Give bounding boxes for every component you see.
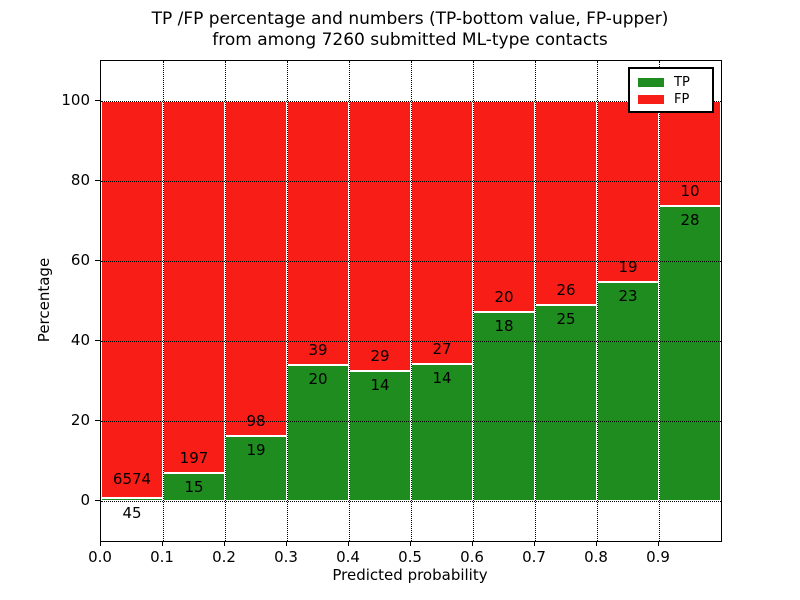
tp-value-label: 25 [556,309,576,328]
tp-value-label: 14 [432,369,452,388]
fp-value-label: 10 [680,182,700,201]
tp-value-label: 14 [370,375,390,394]
bars-layer [101,61,721,541]
fp-value-label: 29 [370,346,390,365]
x-tick-mark [348,541,349,546]
fp-value-label: 39 [308,341,328,360]
x-tick-label: 0.0 [88,548,112,566]
legend-label: TP [674,75,690,90]
tp-bar-segment [349,370,411,501]
y-tick-label: 60 [70,251,90,269]
v-gridline [411,61,412,541]
tp-value-label: 20 [308,370,328,389]
tp-bar-segment [287,365,349,501]
v-gridline [535,61,536,541]
y-tick-mark [95,100,100,101]
chart-title-line1: TP /FP percentage and numbers (TP-bottom… [151,9,669,29]
fp-value-label: 20 [494,287,514,306]
fp-bar-segment [287,101,349,366]
x-tick-mark [472,541,473,546]
fp-bar-segment [597,101,659,282]
fp-value-label: 26 [556,280,576,299]
x-tick-mark [658,541,659,546]
bar-labels-layer: 6574 45 197 15 98 19 39 20 29 14 27 14 20 18 26 25 19 23 1… [101,61,721,541]
tp-bar-segment [597,281,659,501]
legend: TP FP [628,67,714,113]
y-tick-label: 80 [70,171,90,189]
y-tick-label: 40 [70,331,90,349]
chart-title-line2: from among 7260 submitted ML-type contac… [212,30,608,50]
y-tick-label: 0 [80,491,90,509]
x-tick-mark [100,541,101,546]
fp-value-label: 197 [179,448,209,467]
chart-title: TP /FP percentage and numbers (TP-bottom… [100,9,720,51]
fp-bar-segment [163,101,225,473]
v-gridline [597,61,598,541]
tp-bar-segment [659,206,721,501]
v-gridline [225,61,226,541]
legend-label: FP [674,92,690,107]
x-tick-mark [534,541,535,546]
x-tick-label: 0.5 [398,548,422,566]
fp-bar-segment [659,101,721,207]
fp-value-label: 6574 [112,470,152,489]
x-tick-mark [286,541,287,546]
x-tick-label: 0.6 [460,548,484,566]
legend-row: TP [638,74,704,91]
plot-area: 6574 45 197 15 98 19 39 20 29 14 27 14 20 18 26 25 19 23 1… [100,60,722,542]
tp-bar-segment [535,304,597,501]
tp-value-label: 23 [618,286,638,305]
fp-bar-segment [411,101,473,365]
tp-value-label: 19 [246,441,266,460]
y-tick-mark [95,500,100,501]
x-tick-label: 0.1 [150,548,174,566]
legend-row: FP [638,91,704,108]
x-tick-label: 0.7 [522,548,546,566]
fp-bar-segment [535,101,597,305]
x-tick-mark [162,541,163,546]
legend-swatch-tp [638,78,664,87]
fp-value-label: 27 [432,340,452,359]
x-tick-mark [410,541,411,546]
x-tick-label: 0.9 [646,548,670,566]
fp-value-label: 98 [246,412,266,431]
y-tick-mark [95,340,100,341]
y-tick-label: 100 [61,91,90,109]
v-gridline [659,61,660,541]
legend-swatch-fp [638,95,664,104]
v-gridline [473,61,474,541]
v-gridline [349,61,350,541]
fp-bar-segment [101,101,163,499]
x-axis-label: Predicted probability [332,566,488,584]
x-tick-label: 0.4 [336,548,360,566]
fp-bar-segment [473,101,535,312]
tp-value-label: 28 [680,211,700,230]
tp-bar-segment [101,498,163,501]
tp-value-label: 18 [494,316,514,335]
x-tick-mark [596,541,597,546]
tp-value-label: 15 [184,477,204,496]
y-tick-label: 20 [70,411,90,429]
tp-bar-segment [225,436,287,501]
x-tick-label: 0.3 [274,548,298,566]
y-tick-mark [95,420,100,421]
x-tick-label: 0.2 [212,548,236,566]
y-tick-mark [95,260,100,261]
fp-value-label: 19 [618,257,638,276]
tp-value-label: 45 [122,504,142,522]
v-gridline [163,61,164,541]
grid-layer [101,61,721,541]
x-tick-label: 0.8 [584,548,608,566]
v-gridline [287,61,288,541]
x-tick-mark [224,541,225,546]
y-tick-mark [95,180,100,181]
fp-bar-segment [349,101,411,371]
